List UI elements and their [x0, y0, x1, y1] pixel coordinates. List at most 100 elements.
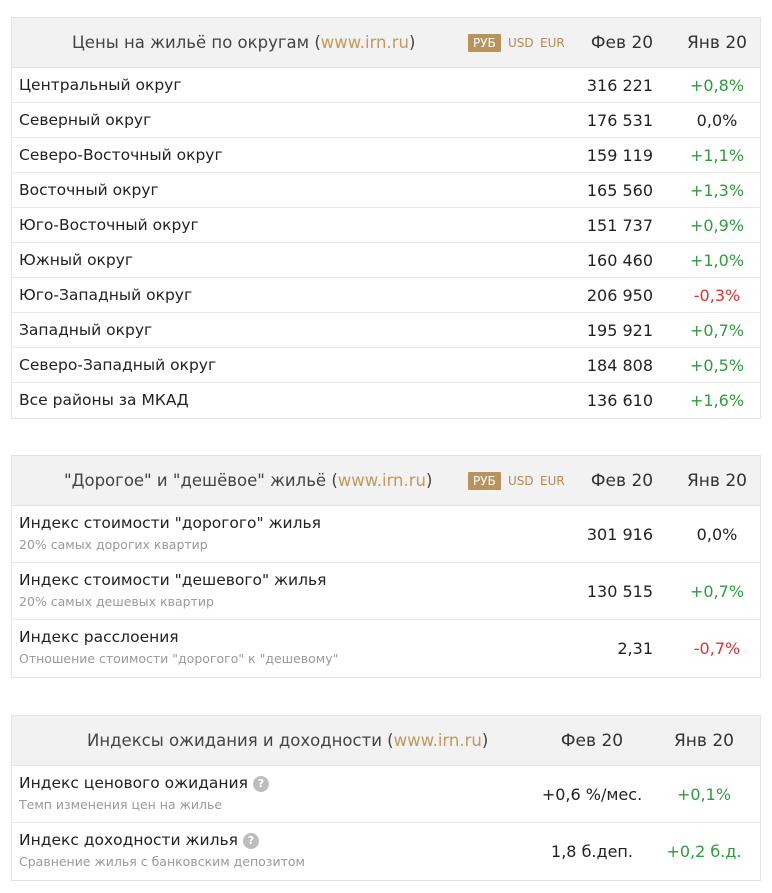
row-value-current: 1,8 б.деп. [551, 842, 633, 861]
row-name-label: Северный округ [19, 111, 152, 129]
panel-header: "Дорогое" и "дешёвое" жильё (www.irn.ru)… [12, 456, 760, 506]
row-name: Восточный округ [19, 173, 159, 208]
row-name: Юго-Восточный округ [19, 208, 199, 243]
row-change-previous: +0,7% [689, 582, 745, 601]
site-link[interactable]: www.irn.ru [320, 33, 410, 52]
row-description: 20% самых дешевых квартир [19, 594, 214, 609]
row-name: Южный округ [19, 243, 133, 278]
row-name-label: Центральный округ [19, 76, 182, 94]
row-name: Индекс стоимости "дешевого" жилья [19, 570, 326, 590]
district-table-body: Центральный округ 316 221 +0,8% Северный ок… [12, 68, 760, 418]
table-row: Индекс ценового ожидания? Темп изменения … [12, 766, 760, 823]
table-row: Юго-Западный округ 206 950 -0,3% [12, 278, 760, 313]
row-name: Северо-Восточный округ [19, 138, 223, 173]
currency-rub-button[interactable]: РУБ [468, 472, 501, 490]
row-change-previous: +0,7% [689, 321, 745, 340]
row-name: Индекс доходности жилья? [19, 830, 259, 850]
table-row: Индекс расслоения Отношение стоимости "до… [12, 620, 760, 677]
panel-header: Цены на жильё по округам (www.irn.ru) РУ… [12, 18, 760, 68]
column-header-previous: Янв 20 [687, 471, 747, 491]
row-description: Темп изменения цен на жилье [19, 797, 223, 812]
panel-title: Цены на жильё по округам (www.irn.ru) [72, 33, 416, 52]
table-row: Индекс стоимости "дешевого" жилья 20% сам… [12, 563, 760, 620]
row-description: Сравнение жилья с банковским депозитом [19, 854, 305, 869]
row-change-previous: -0,7% [693, 639, 741, 658]
row-change-previous: +0,5% [689, 356, 745, 375]
row-change-previous: +0,1% [676, 785, 732, 804]
row-change-previous: +1,1% [689, 146, 745, 165]
row-value-current: 195 921 [586, 321, 653, 340]
column-header-previous: Янв 20 [674, 731, 734, 751]
row-name: Северо-Западный округ [19, 348, 216, 383]
site-link[interactable]: www.irn.ru [337, 471, 427, 490]
currency-eur-button[interactable]: EUR [540, 36, 565, 50]
table-row: Северо-Восточный округ 159 119 +1,1% [12, 138, 760, 173]
row-value-current: 184 808 [586, 356, 653, 375]
column-header-current: Фев 20 [590, 471, 654, 491]
row-name-label: Юго-Западный округ [19, 286, 193, 304]
help-icon[interactable]: ? [252, 776, 269, 792]
row-change-previous: 0,0% [696, 525, 738, 544]
table-row: Южный округ 160 460 +1,0% [12, 243, 760, 278]
row-name-label: Южный округ [19, 251, 134, 269]
row-name: Юго-Западный округ [19, 278, 192, 313]
row-name-label: Индекс ценового ожидания [19, 774, 248, 792]
row-name-label: Индекс доходности жилья [19, 831, 238, 849]
row-value-current: 151 737 [586, 216, 653, 235]
table-row: Юго-Восточный округ 151 737 +0,9% [12, 208, 760, 243]
row-change-previous: +1,3% [689, 181, 745, 200]
expectation-yield-panel: Индексы ожидания и доходности (www.irn.r… [11, 715, 761, 881]
row-name-label: Западный округ [19, 321, 153, 339]
row-change-previous: +0,2 б.д. [666, 842, 742, 861]
panel-title: "Дорогое" и "дешёвое" жильё (www.irn.ru) [64, 471, 433, 490]
row-name: Все районы за МКАД [19, 383, 189, 418]
column-header-current: Фев 20 [560, 731, 624, 751]
row-value-current: 165 560 [586, 181, 653, 200]
row-name-label: Индекс стоимости "дорогого" жилья [19, 514, 321, 532]
row-value-current: +0,6 %/мес. [541, 785, 643, 804]
row-value-current: 159 119 [586, 146, 653, 165]
row-name: Северный округ [19, 103, 151, 138]
row-change-previous: 0,0% [696, 111, 738, 130]
currency-rub-button[interactable]: РУБ [468, 34, 501, 52]
row-name: Индекс стоимости "дорогого" жилья [19, 513, 321, 533]
row-value-current: 160 460 [586, 251, 653, 270]
table-row: Индекс стоимости "дорогого" жилья 20% сам… [12, 506, 760, 563]
row-change-previous: +1,6% [689, 391, 745, 410]
row-name-label: Восточный округ [19, 181, 159, 199]
row-value-current: 301 916 [586, 525, 653, 544]
row-change-previous: +0,8% [689, 76, 745, 95]
table-row: Все районы за МКАД 136 610 +1,6% [12, 383, 760, 418]
column-header-current: Фев 20 [590, 33, 654, 53]
row-change-previous: -0,3% [693, 286, 741, 305]
row-name: Индекс ценового ожидания? [19, 773, 269, 793]
table-row: Центральный округ 316 221 +0,8% [12, 68, 760, 103]
row-name-label: Все районы за МКАД [19, 391, 189, 409]
currency-eur-button[interactable]: EUR [540, 474, 565, 488]
row-name-label: Индекс стоимости "дешевого" жилья [19, 571, 327, 589]
table-row: Индекс доходности жилья? Сравнение жилья … [12, 823, 760, 880]
panel-header: Индексы ожидания и доходности (www.irn.r… [12, 716, 760, 766]
row-name: Индекс расслоения [19, 627, 179, 647]
help-icon[interactable]: ? [242, 833, 259, 849]
currency-usd-button[interactable]: USD [508, 474, 534, 488]
row-name: Центральный округ [19, 68, 182, 103]
row-value-current: 176 531 [586, 111, 653, 130]
index-table-body: Индекс ценового ожидания? Темп изменения … [12, 766, 760, 880]
row-change-previous: +1,0% [689, 251, 745, 270]
row-value-current: 136 610 [586, 391, 653, 410]
row-name: Западный округ [19, 313, 152, 348]
currency-usd-button[interactable]: USD [508, 36, 534, 50]
row-name-label: Северо-Восточный округ [19, 146, 223, 164]
segment-table-body: Индекс стоимости "дорогого" жилья 20% сам… [12, 506, 760, 677]
row-name-label: Северо-Западный округ [19, 356, 217, 374]
column-header-previous: Янв 20 [687, 33, 747, 53]
district-prices-panel: Цены на жильё по округам (www.irn.ru) РУ… [11, 17, 761, 419]
table-row: Восточный округ 165 560 +1,3% [12, 173, 760, 208]
row-change-previous: +0,9% [689, 216, 745, 235]
site-link[interactable]: www.irn.ru [393, 731, 482, 750]
row-name-label: Юго-Восточный округ [19, 216, 199, 234]
row-value-current: 130 515 [586, 582, 653, 601]
table-row: Северо-Западный округ 184 808 +0,5% [12, 348, 760, 383]
row-value-current: 206 950 [586, 286, 653, 305]
